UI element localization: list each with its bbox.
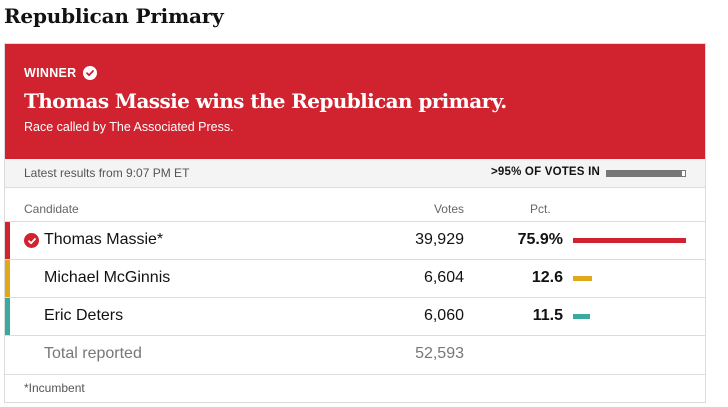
table-row: Eric Deters 6,060 11.5 bbox=[5, 297, 705, 335]
candidate-name: Eric Deters bbox=[44, 307, 124, 324]
results-status-bar: Latest results from 9:07 PM ET >95% OF V… bbox=[5, 159, 705, 188]
total-row: Total reported 52,593 bbox=[5, 335, 705, 373]
total-label: Total reported bbox=[44, 345, 142, 362]
candidate-pct-bar bbox=[573, 314, 590, 319]
table-header: Candidate Votes Pct. bbox=[5, 198, 705, 221]
candidate-pct-bar bbox=[573, 276, 592, 281]
candidate-votes: 39,929 bbox=[415, 231, 464, 248]
candidate-color-stripe bbox=[5, 298, 10, 335]
header-candidate: Candidate bbox=[24, 202, 79, 216]
footnote: *Incumbent bbox=[5, 374, 705, 403]
reporting-progress-bar bbox=[606, 170, 686, 177]
header-pct: Pct. bbox=[530, 202, 551, 216]
candidate-color-stripe bbox=[5, 260, 10, 297]
check-circle-icon bbox=[82, 66, 97, 80]
candidate-color-stripe bbox=[5, 222, 10, 259]
table-row: Michael McGinnis 6,604 12.6 bbox=[5, 259, 705, 297]
candidate-name: Michael McGinnis bbox=[44, 269, 171, 286]
candidate-pct-bar bbox=[573, 238, 686, 243]
latest-results-time: Latest results from 9:07 PM ET bbox=[24, 166, 190, 180]
winner-headline: Thomas Massie wins the Republican primar… bbox=[24, 89, 507, 113]
race-called-text: Race called by The Associated Press. bbox=[24, 120, 234, 134]
votes-in-label: >95% OF VOTES IN bbox=[491, 166, 600, 178]
section-title: Republican Primary bbox=[4, 4, 224, 28]
winner-label: WINNER bbox=[24, 66, 77, 80]
candidate-votes: 6,060 bbox=[423, 307, 464, 324]
reporting-progress-fill bbox=[607, 171, 682, 176]
candidate-pct: 75.9% bbox=[517, 231, 563, 248]
header-votes: Votes bbox=[433, 202, 464, 216]
total-votes: 52,593 bbox=[415, 345, 464, 362]
candidate-pct: 12.6 bbox=[531, 269, 563, 286]
candidate-votes: 6,604 bbox=[423, 269, 464, 286]
incumbent-note: *Incumbent bbox=[24, 381, 85, 395]
winner-check-icon bbox=[24, 233, 39, 248]
results-card: WINNER Thomas Massie wins the Republican… bbox=[4, 43, 706, 403]
table-row: Thomas Massie* 39,929 75.9% bbox=[5, 221, 705, 259]
winner-banner: WINNER Thomas Massie wins the Republican… bbox=[5, 44, 705, 159]
candidate-name: Thomas Massie* bbox=[44, 231, 164, 248]
winner-row: WINNER bbox=[24, 65, 97, 81]
candidate-pct: 11.5 bbox=[532, 307, 563, 324]
